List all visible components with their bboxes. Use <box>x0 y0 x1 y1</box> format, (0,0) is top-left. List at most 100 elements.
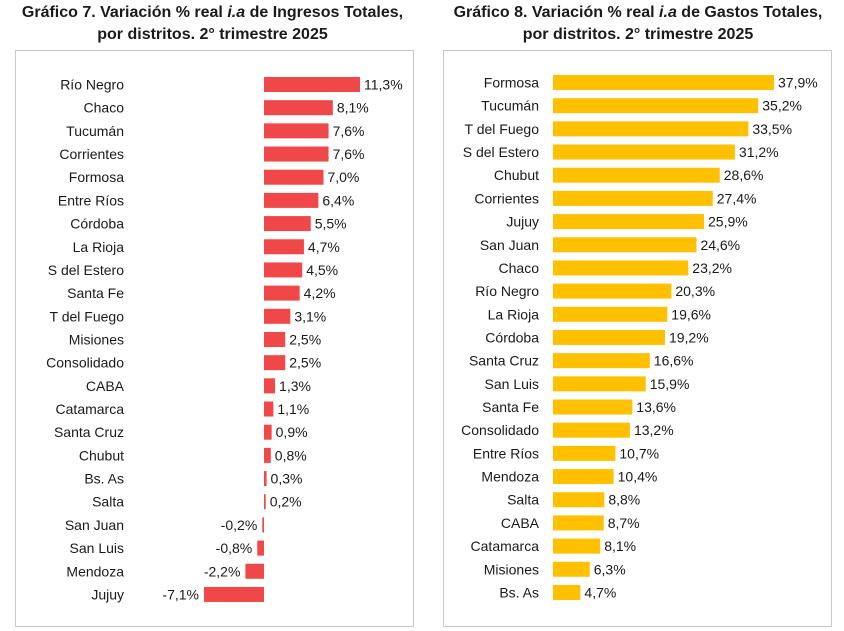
gastos-category-label: Consolidado <box>461 422 539 438</box>
gastos-bar <box>553 121 749 137</box>
ingresos-bar <box>262 517 264 533</box>
ingresos-bar <box>257 540 264 556</box>
ingresos-value-label: 11,3% <box>364 77 403 93</box>
gastos-bar <box>553 190 713 206</box>
ingresos-value-label: -2,2% <box>204 563 241 579</box>
gastos-category-label: Salta <box>507 492 539 508</box>
ingresos-value-label: 5,5% <box>315 216 347 232</box>
gastos-bar <box>553 584 581 600</box>
ingresos-bar <box>264 192 319 208</box>
ingresos-value-label: 1,1% <box>277 401 309 417</box>
gastos-bar <box>553 144 735 160</box>
ingresos-category-label: Misiones <box>69 331 124 347</box>
gastos-bar <box>553 353 650 369</box>
ingresos-value-label: -7,1% <box>162 586 199 602</box>
ingresos-category-label: Chaco <box>84 100 125 116</box>
gastos-bar <box>553 469 614 485</box>
gastos-category-label: Córdoba <box>485 329 539 345</box>
chart-8-title: Gráfico 8. Variación % real i.a de Gasto… <box>453 4 823 43</box>
ingresos-category-label: S del Estero <box>48 262 124 278</box>
ingresos-bar <box>264 285 300 301</box>
ingresos-category-label: Entre Ríos <box>58 192 124 208</box>
ingresos-value-label: 3,1% <box>294 308 326 324</box>
ingresos-bar <box>264 100 333 116</box>
ingresos-bar <box>264 447 271 463</box>
ingresos-category-label: Formosa <box>69 169 124 185</box>
gastos-value-label: 20,3% <box>675 283 715 299</box>
ingresos-category-label: La Rioja <box>73 239 125 255</box>
gastos-category-label: Santa Fe <box>482 399 539 415</box>
gastos-value-label: 6,3% <box>594 561 626 577</box>
ingresos-category-label: Jujuy <box>91 586 124 602</box>
gastos-value-label: 23,2% <box>692 260 732 276</box>
ingresos-value-label: 6,4% <box>322 192 354 208</box>
ingresos-bar <box>264 77 360 92</box>
ingresos-category-label: San Luis <box>70 540 124 556</box>
ingresos-bar <box>204 586 264 602</box>
chart-7-ingresos: Río Negro 11,3% Chaco 8,1% Tucumán 7,6% Corrie… <box>46 77 403 603</box>
ingresos-value-label: 2,5% <box>289 331 321 347</box>
ingresos-bar <box>264 216 311 232</box>
ingresos-value-label: 4,2% <box>304 285 336 301</box>
ingresos-bar <box>264 424 272 440</box>
gastos-bar <box>553 515 604 531</box>
gastos-category-label: T del Fuego <box>465 121 540 137</box>
gastos-value-label: 10,4% <box>618 469 658 485</box>
gastos-category-label: Catamarca <box>471 538 540 554</box>
gastos-value-label: 27,4% <box>717 190 757 206</box>
gastos-category-label: Jujuy <box>506 214 539 230</box>
gastos-bar <box>553 445 616 461</box>
ingresos-category-label: Salta <box>92 494 124 510</box>
ingresos-bar <box>264 169 324 185</box>
gastos-bar <box>553 306 668 322</box>
gastos-value-label: 13,2% <box>634 422 674 438</box>
ingresos-bar <box>264 239 304 255</box>
ingresos-category-label: Córdoba <box>70 216 124 232</box>
ingresos-category-label: Catamarca <box>56 401 125 417</box>
ingresos-bar <box>245 563 264 579</box>
ingresos-value-label: 1,3% <box>279 378 311 394</box>
gastos-bar <box>553 283 672 299</box>
ingresos-category-label: Santa Cruz <box>54 424 124 440</box>
gastos-category-label: Chubut <box>494 167 539 183</box>
ingresos-value-label: -0,8% <box>216 540 253 556</box>
gastos-category-label: Entre Ríos <box>473 445 539 461</box>
gastos-category-label: Mendoza <box>481 469 539 485</box>
ingresos-value-label: 0,8% <box>275 447 307 463</box>
gastos-value-label: 28,6% <box>724 167 764 183</box>
gastos-value-label: 10,7% <box>619 445 659 461</box>
gastos-value-label: 16,6% <box>654 353 694 369</box>
gastos-value-label: 8,1% <box>604 538 636 554</box>
gastos-bar <box>553 376 646 392</box>
chart-8-panel: Formosa 37,9% Tucumán 35,2% T del Fuego 33,5%… <box>443 50 832 627</box>
ingresos-bar <box>264 331 286 347</box>
gastos-bar <box>553 260 689 276</box>
chart-7-title: Gráfico 7. Variación % real i.a de Ingre… <box>21 4 404 43</box>
ingresos-bar <box>264 262 303 278</box>
ingresos-value-label: -0,2% <box>221 517 258 533</box>
ingresos-value-label: 7,6% <box>333 146 365 162</box>
gastos-bar <box>553 399 633 415</box>
ingresos-category-label: Corrientes <box>59 146 124 162</box>
gastos-value-label: 35,2% <box>762 98 802 114</box>
ingresos-value-label: 4,5% <box>306 262 338 278</box>
gastos-category-label: Formosa <box>484 75 539 91</box>
gastos-bar <box>553 214 705 230</box>
gastos-value-label: 15,9% <box>650 376 690 392</box>
gastos-bar <box>553 561 590 577</box>
gastos-value-label: 8,8% <box>608 492 640 508</box>
gastos-value-label: 25,9% <box>708 214 748 230</box>
gastos-category-label: La Rioja <box>488 306 540 322</box>
ingresos-value-label: 7,6% <box>333 123 365 139</box>
ingresos-bar <box>264 308 291 324</box>
ingresos-bar <box>264 355 286 371</box>
ingresos-value-label: 7,0% <box>327 169 359 185</box>
ingresos-bar <box>264 378 276 394</box>
ingresos-value-label: 0,9% <box>276 424 308 440</box>
ingresos-value-label: 8,1% <box>337 100 369 116</box>
ingresos-bar <box>264 401 274 417</box>
gastos-value-label: 13,6% <box>636 399 676 415</box>
gastos-bar <box>553 492 605 508</box>
gastos-category-label: Río Negro <box>475 283 539 299</box>
gastos-category-label: Misiones <box>484 561 539 577</box>
